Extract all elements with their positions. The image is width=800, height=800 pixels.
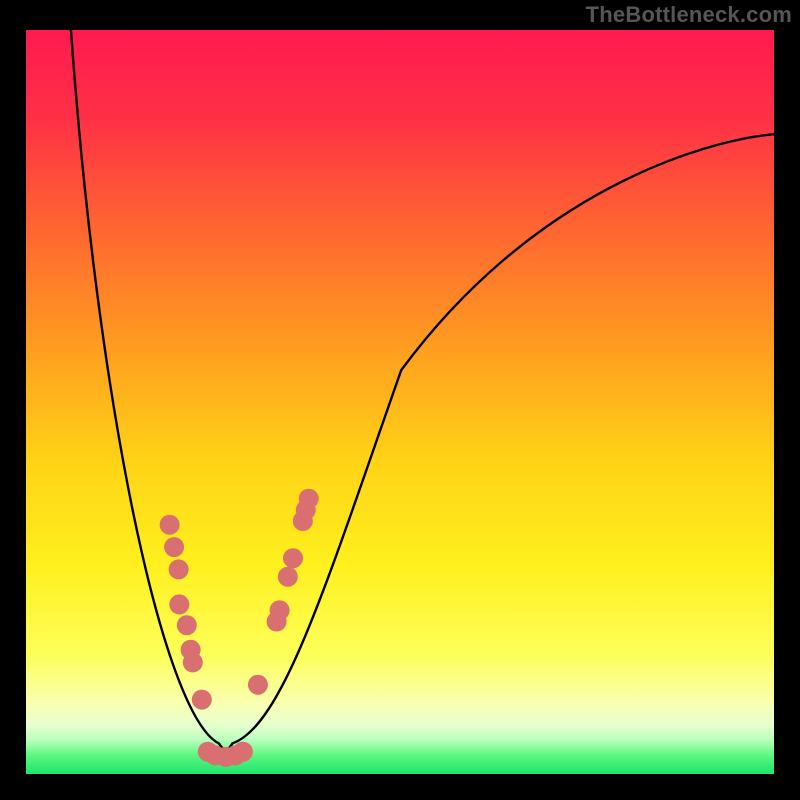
chart-svg [0, 0, 800, 800]
marker-right [299, 489, 319, 509]
marker-right [270, 600, 290, 620]
marker-left [160, 515, 180, 535]
marker-bottom [233, 742, 253, 762]
plot-background [26, 30, 774, 774]
marker-right [278, 567, 298, 587]
marker-left [192, 690, 212, 710]
marker-left [183, 652, 203, 672]
marker-left [169, 559, 189, 579]
marker-right [248, 675, 268, 695]
marker-left [169, 594, 189, 614]
attribution-text: TheBottleneck.com [586, 2, 792, 28]
marker-left [164, 537, 184, 557]
marker-right [283, 548, 303, 568]
marker-left [177, 615, 197, 635]
chart-frame: TheBottleneck.com [0, 0, 800, 800]
